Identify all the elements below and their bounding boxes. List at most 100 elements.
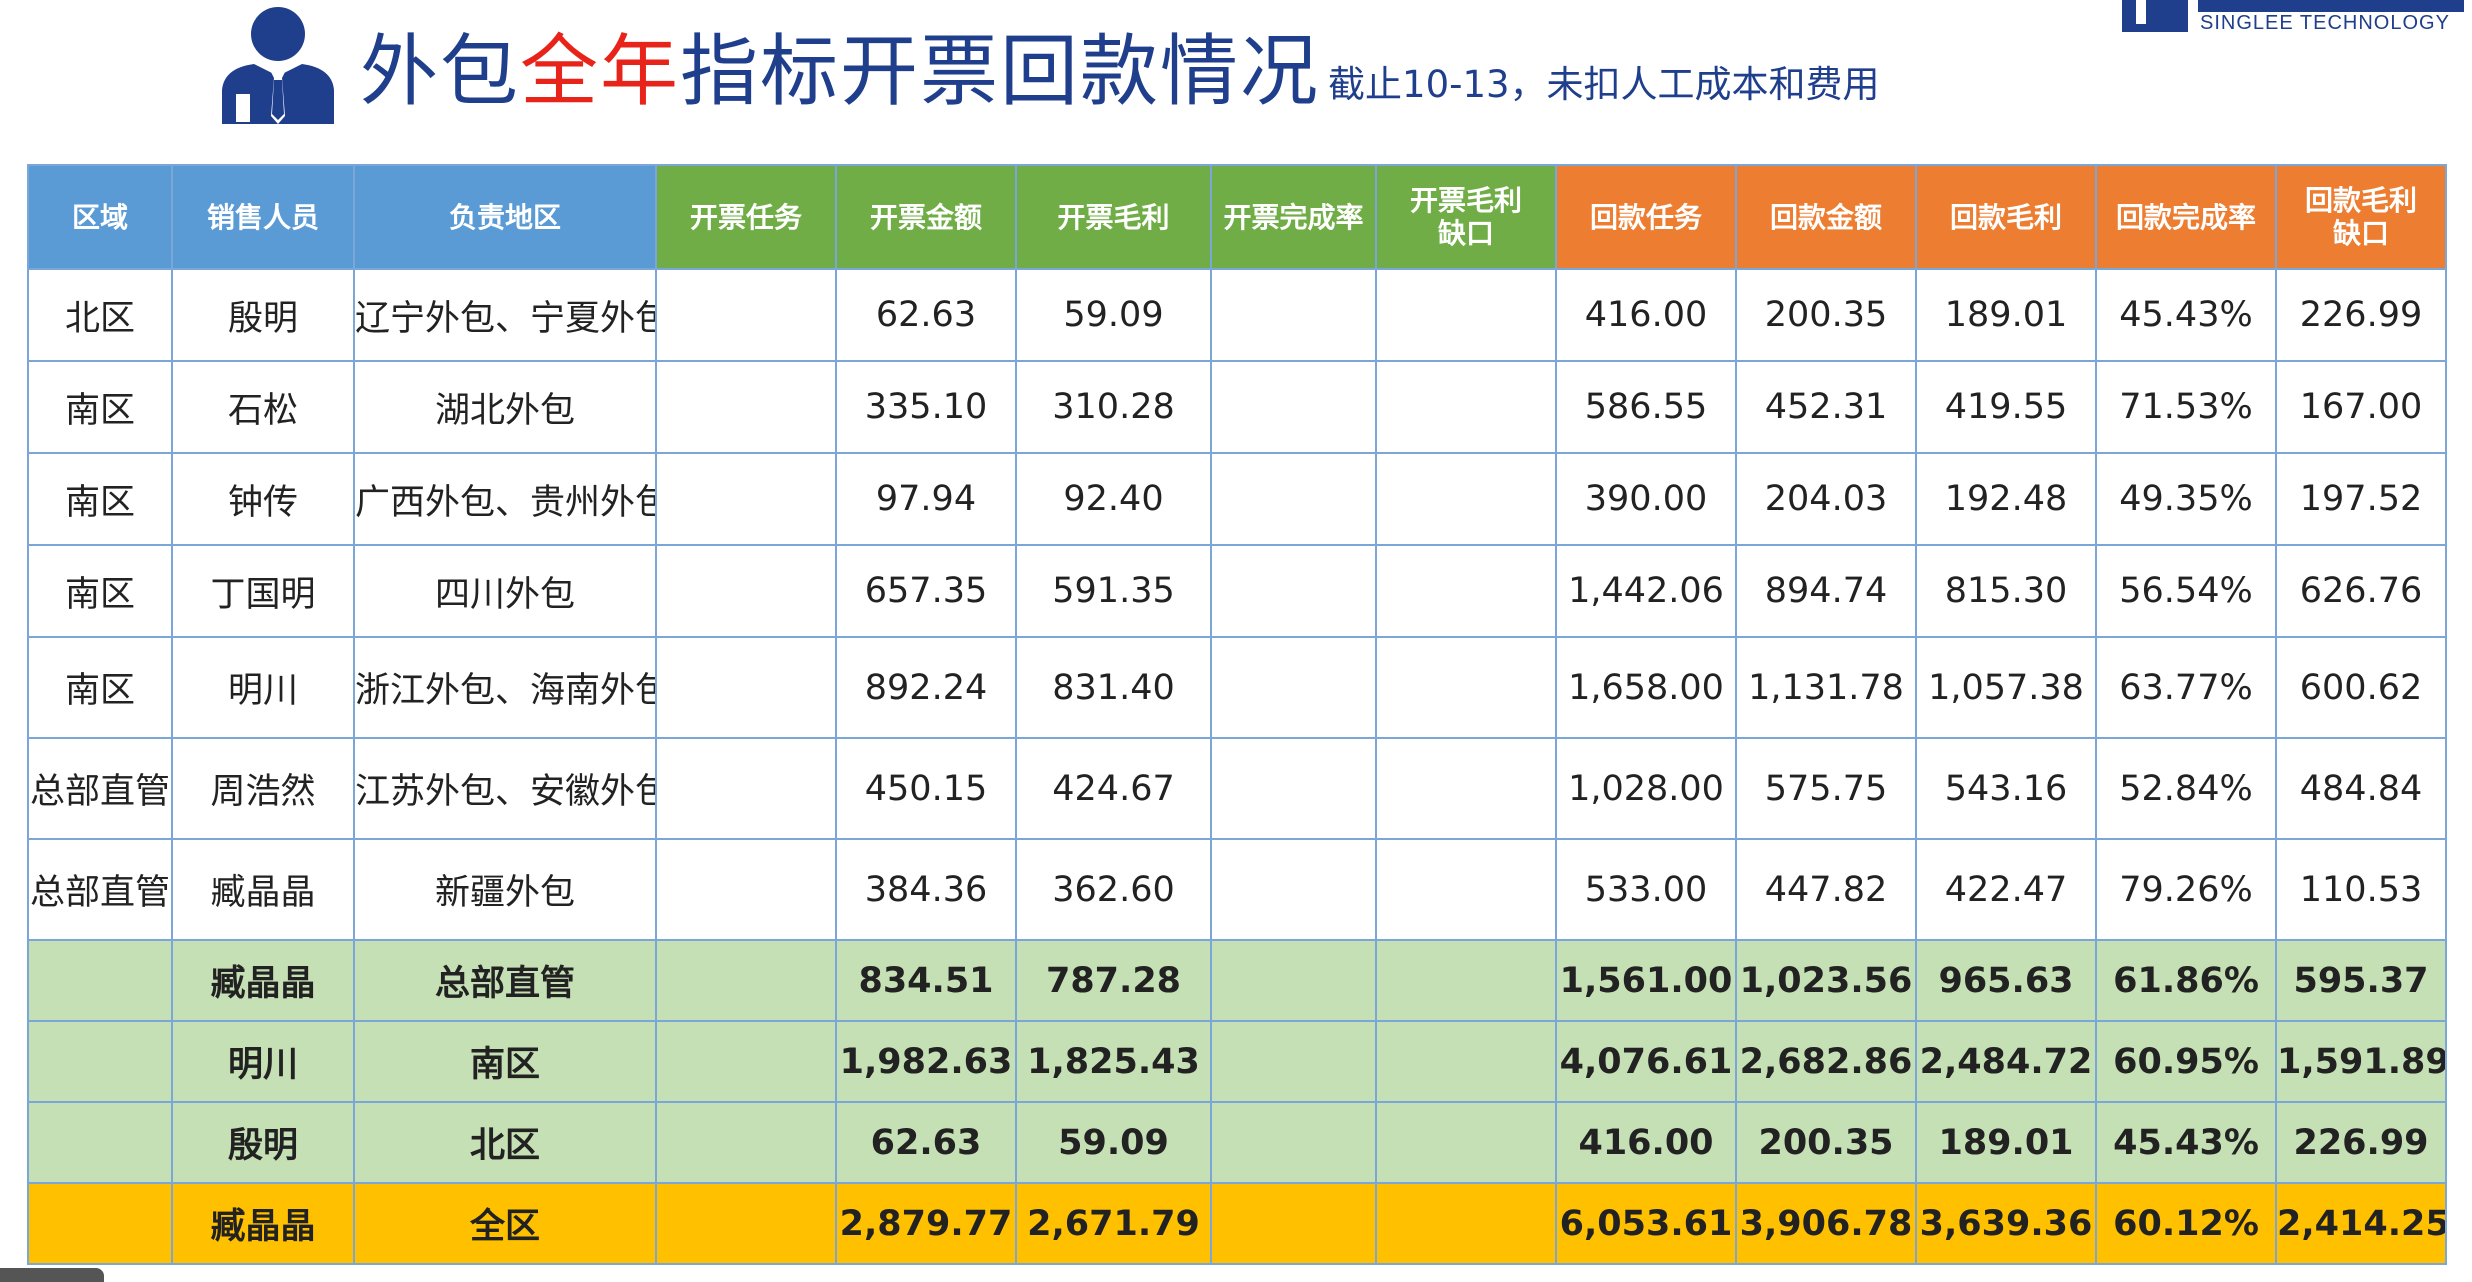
cell-invoice-task[interactable] xyxy=(655,1101,837,1184)
cell-sales[interactable]: 石松 xyxy=(171,360,355,454)
cell-invoice-margin[interactable]: 362.60 xyxy=(1015,838,1212,941)
cell-area[interactable]: 四川外包 xyxy=(353,544,657,638)
cell-payment-margin[interactable]: 1,057.38 xyxy=(1915,636,2097,739)
cell-invoice-margin[interactable]: 310.28 xyxy=(1015,360,1212,454)
cell-area[interactable]: 浙江外包、海南外包 xyxy=(353,636,657,739)
col-payment-margin[interactable]: 回款毛利 xyxy=(1915,164,2097,270)
cell-payment-rate[interactable]: 60.95% xyxy=(2095,1020,2277,1103)
cell-invoice-task[interactable] xyxy=(655,544,837,638)
cell-invoice-gap[interactable] xyxy=(1375,268,1557,362)
cell-payment-margin[interactable]: 3,639.36 xyxy=(1915,1182,2097,1265)
cell-area[interactable]: 江苏外包、安徽外包 xyxy=(353,737,657,840)
cell-payment-task[interactable]: 416.00 xyxy=(1555,268,1737,362)
col-invoice-rate[interactable]: 开票完成率 xyxy=(1210,164,1377,270)
cell-payment-amount[interactable]: 894.74 xyxy=(1735,544,1917,638)
cell-region[interactable]: 总部直管 xyxy=(27,838,173,941)
cell-payment-amount[interactable]: 3,906.78 xyxy=(1735,1182,1917,1265)
cell-payment-amount[interactable]: 204.03 xyxy=(1735,452,1917,546)
cell-sales[interactable]: 殷明 xyxy=(171,268,355,362)
cell-invoice-amount[interactable]: 2,879.77 xyxy=(835,1182,1017,1265)
cell-invoice-gap[interactable] xyxy=(1375,452,1557,546)
cell-payment-rate[interactable]: 79.26% xyxy=(2095,838,2277,941)
cell-invoice-gap[interactable] xyxy=(1375,838,1557,941)
cell-invoice-gap[interactable] xyxy=(1375,1182,1557,1265)
col-region[interactable]: 区域 xyxy=(27,164,173,270)
cell-invoice-rate[interactable] xyxy=(1210,1020,1377,1103)
cell-region[interactable]: 南区 xyxy=(27,544,173,638)
cell-invoice-amount[interactable]: 1,982.63 xyxy=(835,1020,1017,1103)
cell-payment-task[interactable]: 4,076.61 xyxy=(1555,1020,1737,1103)
cell-invoice-rate[interactable] xyxy=(1210,544,1377,638)
cell-payment-rate[interactable]: 52.84% xyxy=(2095,737,2277,840)
cell-invoice-gap[interactable] xyxy=(1375,939,1557,1022)
cell-invoice-amount[interactable]: 657.35 xyxy=(835,544,1017,638)
cell-area[interactable]: 湖北外包 xyxy=(353,360,657,454)
cell-payment-gap[interactable]: 1,591.89 xyxy=(2275,1020,2447,1103)
cell-invoice-task[interactable] xyxy=(655,636,837,739)
cell-invoice-amount[interactable]: 335.10 xyxy=(835,360,1017,454)
cell-region[interactable]: 南区 xyxy=(27,360,173,454)
cell-area[interactable]: 全区 xyxy=(353,1182,657,1265)
cell-payment-gap[interactable]: 600.62 xyxy=(2275,636,2447,739)
col-invoice-amount[interactable]: 开票金额 xyxy=(835,164,1017,270)
cell-payment-gap[interactable]: 197.52 xyxy=(2275,452,2447,546)
cell-invoice-margin[interactable]: 92.40 xyxy=(1015,452,1212,546)
cell-sales[interactable]: 明川 xyxy=(171,1020,355,1103)
cell-area[interactable]: 新疆外包 xyxy=(353,838,657,941)
cell-invoice-task[interactable] xyxy=(655,1020,837,1103)
col-invoice-gap[interactable]: 开票毛利 缺口 xyxy=(1375,164,1557,270)
cell-region[interactable]: 总部直管 xyxy=(27,737,173,840)
cell-sales[interactable]: 丁国明 xyxy=(171,544,355,638)
cell-sales[interactable]: 臧晶晶 xyxy=(171,939,355,1022)
cell-invoice-amount[interactable]: 384.36 xyxy=(835,838,1017,941)
cell-invoice-amount[interactable]: 892.24 xyxy=(835,636,1017,739)
cell-payment-margin[interactable]: 189.01 xyxy=(1915,268,2097,362)
cell-sales[interactable]: 周浩然 xyxy=(171,737,355,840)
cell-sales[interactable]: 钟传 xyxy=(171,452,355,546)
scroll-thumb[interactable] xyxy=(0,1268,104,1282)
cell-payment-gap[interactable]: 595.37 xyxy=(2275,939,2447,1022)
cell-invoice-amount[interactable]: 97.94 xyxy=(835,452,1017,546)
cell-area[interactable]: 广西外包、贵州外包 xyxy=(353,452,657,546)
cell-payment-amount[interactable]: 452.31 xyxy=(1735,360,1917,454)
cell-invoice-rate[interactable] xyxy=(1210,737,1377,840)
cell-invoice-task[interactable] xyxy=(655,737,837,840)
cell-payment-margin[interactable]: 419.55 xyxy=(1915,360,2097,454)
cell-invoice-margin[interactable]: 2,671.79 xyxy=(1015,1182,1212,1265)
cell-region[interactable] xyxy=(27,1101,173,1184)
col-payment-task[interactable]: 回款任务 xyxy=(1555,164,1737,270)
cell-invoice-task[interactable] xyxy=(655,452,837,546)
cell-payment-rate[interactable]: 61.86% xyxy=(2095,939,2277,1022)
cell-invoice-rate[interactable] xyxy=(1210,636,1377,739)
cell-payment-rate[interactable]: 45.43% xyxy=(2095,268,2277,362)
cell-sales[interactable]: 殷明 xyxy=(171,1101,355,1184)
cell-invoice-rate[interactable] xyxy=(1210,939,1377,1022)
cell-invoice-amount[interactable]: 450.15 xyxy=(835,737,1017,840)
cell-payment-gap[interactable]: 484.84 xyxy=(2275,737,2447,840)
cell-region[interactable] xyxy=(27,1020,173,1103)
cell-payment-rate[interactable]: 63.77% xyxy=(2095,636,2277,739)
cell-payment-amount[interactable]: 200.35 xyxy=(1735,268,1917,362)
cell-invoice-gap[interactable] xyxy=(1375,636,1557,739)
cell-invoice-margin[interactable]: 787.28 xyxy=(1015,939,1212,1022)
cell-sales[interactable]: 明川 xyxy=(171,636,355,739)
cell-region[interactable] xyxy=(27,1182,173,1265)
cell-invoice-margin[interactable]: 59.09 xyxy=(1015,268,1212,362)
cell-payment-task[interactable]: 1,028.00 xyxy=(1555,737,1737,840)
col-area[interactable]: 负责地区 xyxy=(353,164,657,270)
cell-invoice-rate[interactable] xyxy=(1210,1101,1377,1184)
cell-payment-gap[interactable]: 2,414.25 xyxy=(2275,1182,2447,1265)
cell-payment-task[interactable]: 533.00 xyxy=(1555,838,1737,941)
cell-invoice-gap[interactable] xyxy=(1375,544,1557,638)
cell-invoice-gap[interactable] xyxy=(1375,360,1557,454)
cell-payment-margin[interactable]: 2,484.72 xyxy=(1915,1020,2097,1103)
cell-invoice-margin[interactable]: 59.09 xyxy=(1015,1101,1212,1184)
cell-invoice-gap[interactable] xyxy=(1375,1101,1557,1184)
cell-invoice-task[interactable] xyxy=(655,1182,837,1265)
cell-payment-gap[interactable]: 226.99 xyxy=(2275,1101,2447,1184)
cell-payment-margin[interactable]: 965.63 xyxy=(1915,939,2097,1022)
col-sales[interactable]: 销售人员 xyxy=(171,164,355,270)
cell-invoice-task[interactable] xyxy=(655,360,837,454)
cell-payment-task[interactable]: 416.00 xyxy=(1555,1101,1737,1184)
cell-invoice-rate[interactable] xyxy=(1210,360,1377,454)
